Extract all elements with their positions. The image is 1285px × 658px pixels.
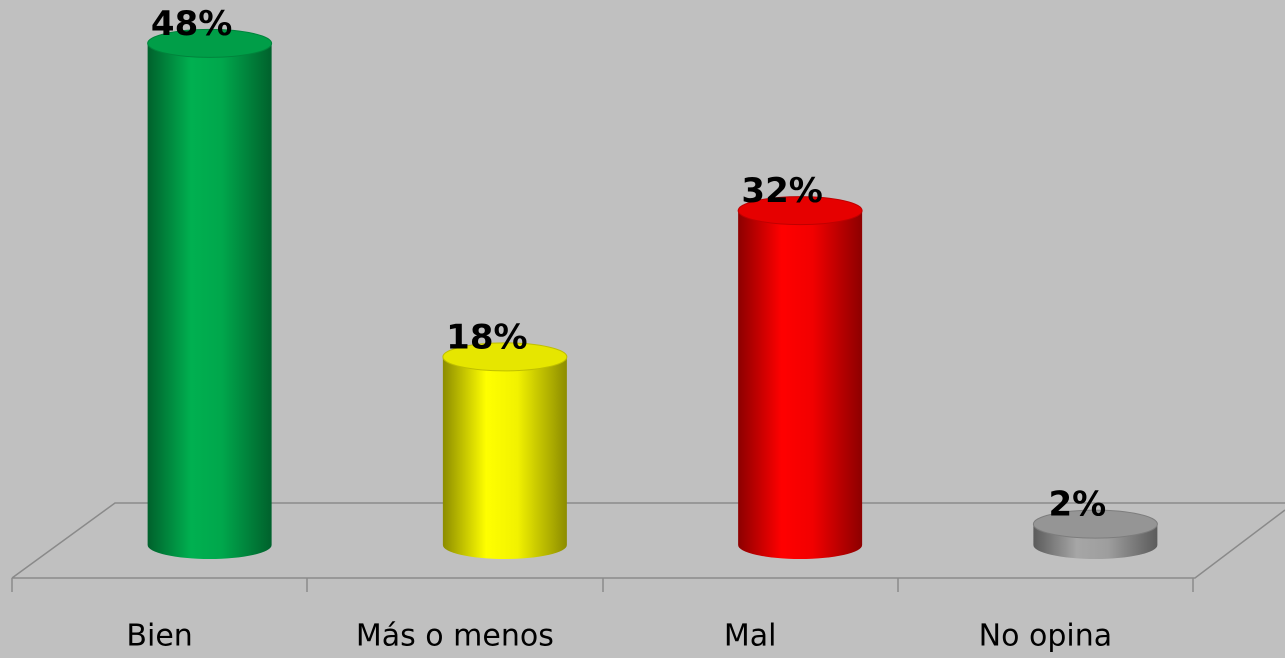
bar <box>738 210 863 559</box>
value-label: 18% <box>446 317 527 357</box>
floor <box>11 502 1285 592</box>
x-tick-label: No opina <box>979 619 1112 654</box>
value-label: 48% <box>151 4 232 44</box>
bar-cap <box>442 342 568 372</box>
bar <box>147 43 272 559</box>
value-label: 2% <box>1049 485 1107 525</box>
floor-outline <box>11 502 1285 579</box>
x-tick-label: Más o menos <box>356 619 554 654</box>
bar-cap <box>737 196 863 226</box>
bar-cap <box>1032 509 1158 539</box>
bar <box>442 356 567 559</box>
x-tick-label: Mal <box>724 619 777 654</box>
x-tick-label: Bien <box>126 619 192 654</box>
bar-cap <box>147 28 273 58</box>
value-label: 32% <box>741 171 822 211</box>
